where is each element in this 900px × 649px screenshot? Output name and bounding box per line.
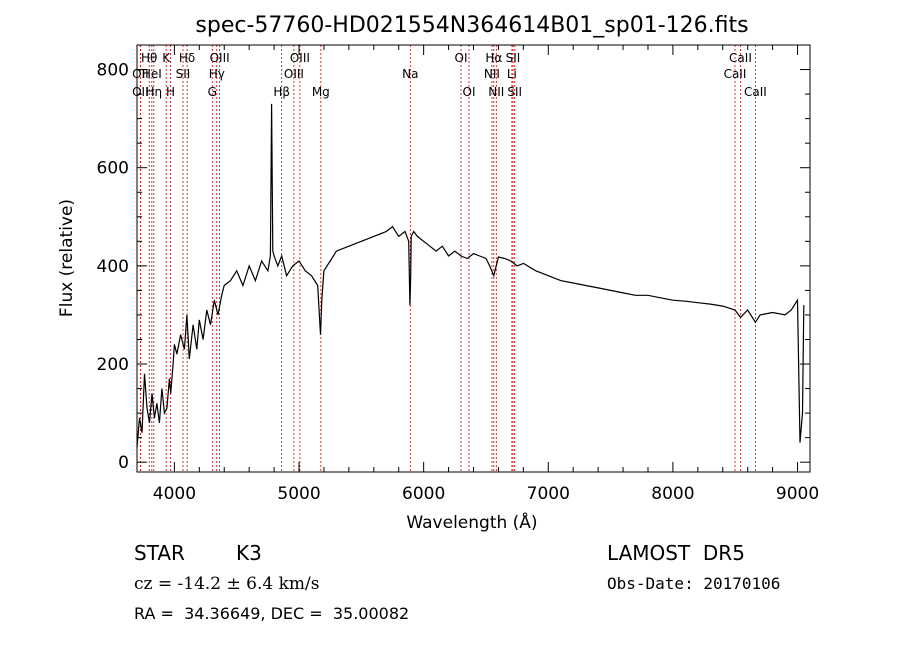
object-class: STAR (134, 541, 185, 565)
spectral-line-label: SII (506, 51, 521, 65)
chart-title: spec-57760-HD021554N364614B01_sp01-126.f… (195, 13, 748, 38)
x-tick-label: 6000 (402, 484, 445, 504)
spectral-line-label: SII (507, 85, 522, 99)
spectral-line-label: CaII (729, 51, 752, 65)
spectral-line-label: Hβ (273, 85, 290, 99)
spectral-line-label: OI (455, 51, 468, 65)
spectral-line-label: NII (484, 67, 500, 81)
x-tick-label: 4000 (153, 484, 196, 504)
object-subclass: K3 (236, 541, 262, 565)
y-tick-label: 200 (97, 355, 129, 375)
redshift-velocity: cz = -14.2 ± 6.4 km/s (134, 574, 320, 594)
y-tick-label: 800 (97, 61, 129, 81)
spectral-line-label: Li (507, 67, 517, 81)
y-axis-label: Flux (relative) (57, 199, 77, 317)
axis-ticks: 4000 5000 6000 7000 8000 9000 0 200 400 600 800 (97, 45, 819, 504)
spectral-line-label: Hη (146, 85, 163, 99)
spectral-line-label: CaII (744, 85, 767, 99)
observation-date: Obs-Date: 20170106 (607, 574, 781, 593)
x-tick-label: 7000 (527, 484, 570, 504)
spectral-line-label: OIII (210, 51, 230, 65)
x-tick-label: 8000 (651, 484, 694, 504)
spectral-line-label: OIII (290, 51, 310, 65)
spectral-line-label: OIII (284, 67, 304, 81)
spectral-line-label: NII (488, 85, 504, 99)
spectral-line-markers (139, 45, 756, 472)
y-tick-label: 0 (118, 453, 129, 473)
spectral-line-label: OII (132, 85, 149, 99)
spectral-line-label: CaII (724, 67, 747, 81)
spectral-line-label: G (208, 85, 217, 99)
spectral-line-label: H (166, 85, 175, 99)
survey-name: LAMOST DR5 (607, 541, 745, 565)
spectral-line-label: SII (176, 67, 191, 81)
y-tick-label: 400 (97, 257, 129, 277)
spectral-line-label: Hδ (179, 51, 195, 65)
spectral-line-label: HeI (142, 67, 162, 81)
spectral-line-label: Hα (485, 51, 502, 65)
spectral-line-label: Hθ (141, 51, 157, 65)
x-tick-label: 5000 (277, 484, 320, 504)
spectral-line-label: OII (132, 67, 149, 81)
x-axis-label: Wavelength (Å) (406, 511, 537, 533)
y-tick-label: 600 (97, 159, 129, 179)
spectral-line-label: Hγ (209, 67, 225, 81)
spectral-line-label: Na (402, 67, 418, 81)
spectral-line-label: K (162, 51, 171, 65)
sky-coordinates: RA = 34.36649, DEC = 35.00082 (134, 604, 410, 623)
spectrum-line (136, 103, 805, 448)
spectral-line-label: OI (463, 85, 476, 99)
plot-frame (136, 44, 811, 473)
spectral-line-label: Mg (312, 85, 330, 99)
x-tick-label: 9000 (776, 484, 819, 504)
